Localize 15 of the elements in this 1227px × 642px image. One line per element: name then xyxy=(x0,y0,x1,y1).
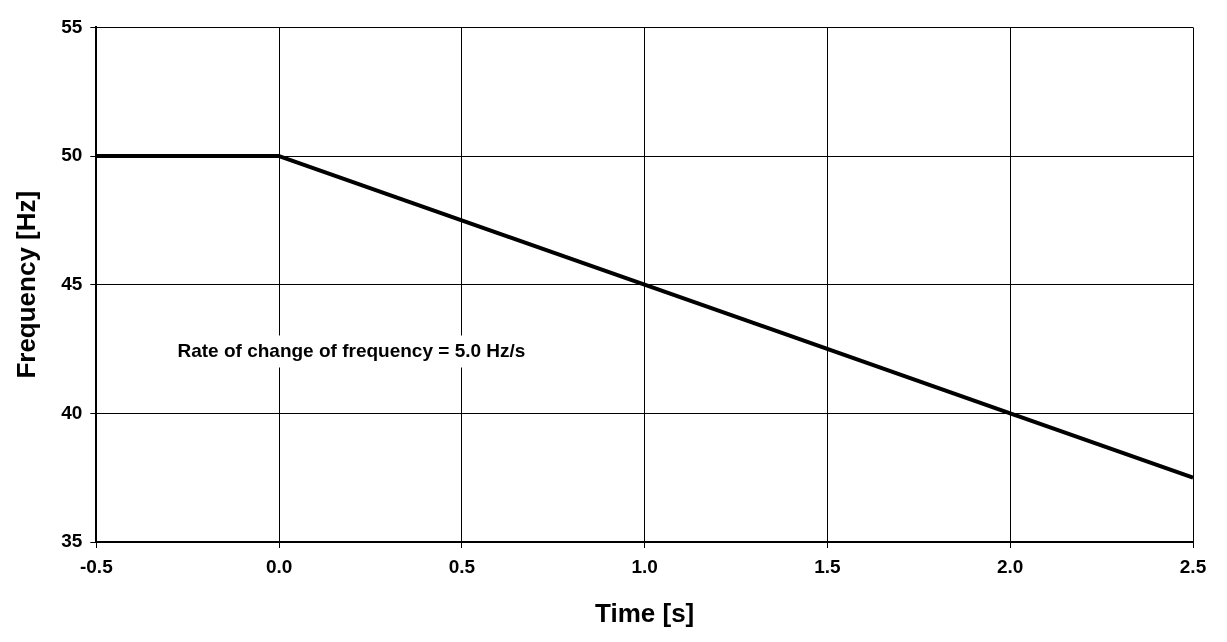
x-tick-label: 2.5 xyxy=(1179,555,1207,577)
y-tick-label: 40 xyxy=(61,401,83,423)
x-tick-label: -0.5 xyxy=(79,555,114,577)
y-tick-label: 35 xyxy=(61,530,83,552)
x-tick-label: 0.5 xyxy=(448,555,476,577)
x-tick-label: 1.0 xyxy=(631,555,658,577)
y-axis-title: Frequency [Hz] xyxy=(10,190,41,379)
y-tick-label: 45 xyxy=(61,272,83,294)
x-tick-label: 0.0 xyxy=(265,555,293,577)
x-tick-label: 1.5 xyxy=(814,555,842,577)
annotation: Rate of change of frequency = 5.0 Hz/s xyxy=(177,339,526,361)
x-tick-label: 2.0 xyxy=(997,555,1024,577)
y-tick-label: 55 xyxy=(61,15,83,37)
x-axis-title: Time [s] xyxy=(595,597,695,628)
y-tick-label: 50 xyxy=(61,144,83,166)
